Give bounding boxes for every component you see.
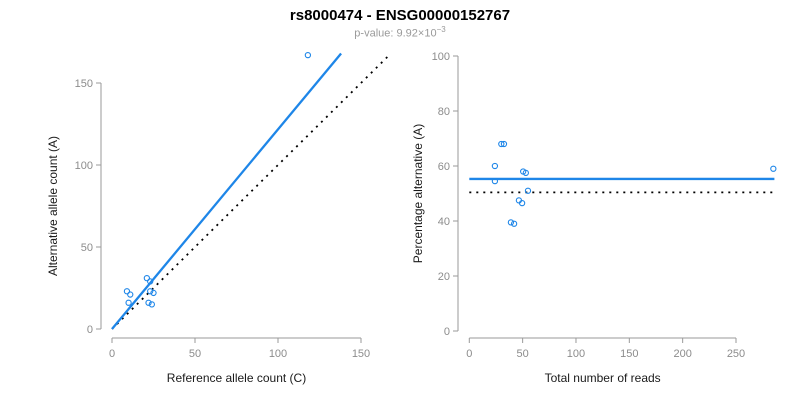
scatter-point [522, 169, 529, 177]
scatter-point [304, 51, 312, 59]
figure-subtitle-pvalue: p-value: 9.92×10−3 [0, 25, 800, 40]
scatter-point [125, 299, 132, 306]
y-axis-title: Percentage alternative (A) [411, 124, 425, 263]
scatter-point [491, 162, 499, 170]
y-axis-tick-label: 60 [438, 161, 450, 173]
scatter-point [147, 278, 154, 285]
x-axis-tick-label: 150 [352, 348, 370, 360]
scatter-point [500, 140, 508, 148]
x-axis-tick-label: 100 [269, 348, 287, 360]
scatter-point [770, 165, 777, 172]
y-axis-title: Alternative allele count (A) [46, 136, 60, 276]
scatter-point [524, 187, 532, 194]
x-axis-tick-label: 150 [620, 348, 638, 360]
scatter-point [123, 288, 131, 295]
left-plot: 0 50 100 150 Reference allele count (C) 0 50 10… [46, 51, 389, 385]
identity-line [111, 56, 389, 330]
y-axis-tick-label: 40 [438, 216, 450, 228]
regression-line [111, 52, 342, 330]
pvalue-text: p-value: 9.92×10 [354, 27, 437, 40]
x-axis-tick-label: 0 [109, 348, 115, 360]
scatter-point [143, 275, 151, 282]
scatter-point [147, 288, 154, 295]
scatter-point [491, 177, 499, 185]
y-axis-tick-label: 100 [75, 160, 93, 172]
y-axis-tick-label: 100 [432, 51, 450, 63]
right-plot: 0 50 100 150 200 250 Total number of reads 0 20 4… [411, 51, 777, 385]
scatter-point [498, 140, 505, 148]
scatter-point [148, 301, 155, 308]
pvalue-exponent: −3 [436, 25, 446, 34]
scatter-point [127, 291, 134, 298]
y-axis-tick-label: 0 [87, 324, 93, 336]
scatter-point [145, 299, 152, 306]
figure-title: rs8000474 - ENSG00000152767 [289, 7, 511, 24]
scatter-point [510, 220, 518, 227]
x-axis-title: Reference allele count (C) [167, 371, 306, 385]
x-axis-title: Total number of reads [545, 371, 661, 385]
y-axis-tick-label: 20 [438, 271, 450, 283]
scatter-point [518, 199, 526, 207]
y-axis-tick-label: 0 [444, 326, 450, 338]
x-axis-tick-label: 0 [466, 348, 472, 360]
x-axis-tick-label: 50 [189, 348, 201, 360]
y-axis-tick-label: 150 [75, 78, 93, 90]
x-axis-tick-label: 100 [567, 348, 585, 360]
scatter-point [150, 289, 157, 297]
y-axis-tick-label: 50 [81, 242, 93, 254]
x-axis-tick-label: 50 [517, 348, 529, 360]
scatter-point [507, 219, 515, 226]
y-axis-tick-label: 80 [438, 106, 450, 118]
x-axis-tick-label: 200 [673, 348, 691, 360]
x-axis-tick-label: 250 [727, 348, 745, 360]
